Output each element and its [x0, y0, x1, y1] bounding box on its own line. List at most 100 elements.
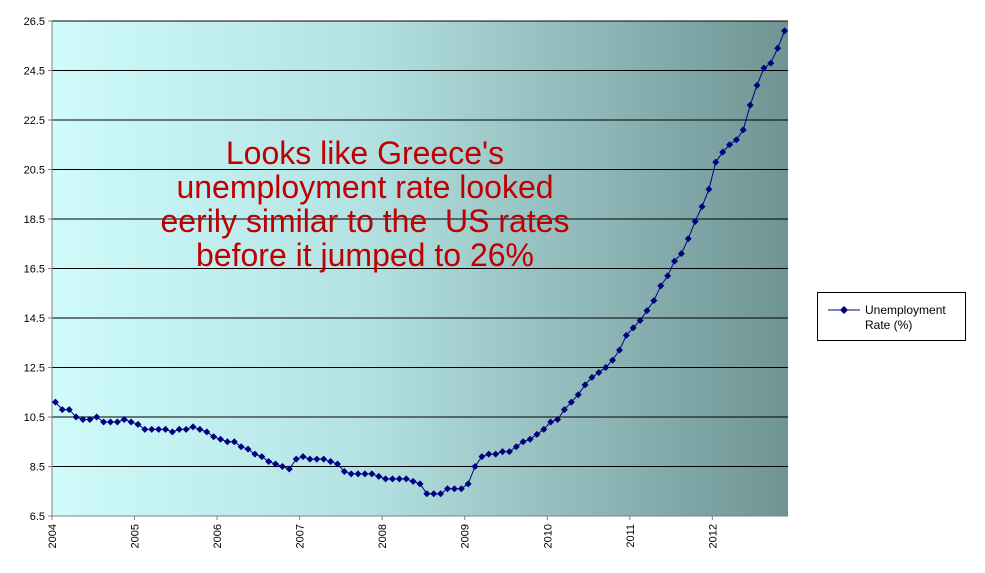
data-point: [395, 475, 403, 483]
annotation-line-1: Looks like Greece's: [225, 135, 505, 171]
data-point: [526, 435, 534, 443]
data-point: [161, 425, 169, 433]
data-point: [65, 406, 73, 414]
y-tick-label: 6.5: [30, 511, 45, 523]
data-point: [217, 435, 225, 443]
data-point: [574, 391, 582, 399]
y-tick-label: 14.5: [24, 313, 45, 325]
data-point: [51, 398, 59, 406]
data-point: [712, 158, 720, 166]
data-point: [581, 381, 589, 389]
data-point: [698, 203, 706, 211]
data-point: [774, 44, 782, 52]
data-point: [237, 443, 245, 451]
data-point: [189, 423, 197, 431]
data-point: [622, 331, 630, 339]
data-point: [767, 59, 775, 67]
data-point: [223, 438, 231, 446]
data-point: [540, 425, 548, 433]
data-point: [602, 364, 610, 371]
data-point: [430, 490, 438, 498]
y-tick-label: 26.5: [24, 16, 45, 28]
x-tick-label: 2006: [212, 524, 224, 548]
data-point: [313, 455, 321, 463]
data-point: [278, 463, 286, 470]
data-point: [93, 413, 101, 421]
y-tick-label: 18.5: [24, 214, 45, 226]
data-point: [753, 81, 761, 89]
y-tick-label: 22.5: [24, 115, 45, 127]
data-point: [588, 373, 596, 381]
data-point: [320, 455, 328, 463]
data-point: [471, 463, 479, 470]
data-point: [251, 450, 259, 458]
data-point: [409, 477, 417, 485]
x-tick-label: 2004: [47, 524, 59, 548]
data-point: [519, 438, 527, 446]
data-point: [106, 418, 114, 426]
data-point: [533, 430, 541, 438]
data-point: [560, 406, 568, 414]
x-tick-labels: 2004 2005 2006 2007 2008 2009 2010 2011 2012: [47, 516, 719, 548]
data-point: [72, 413, 80, 421]
x-tick-label: 2005: [130, 524, 142, 548]
x-tick-label: 2007: [295, 524, 307, 548]
y-tick-label: 8.5: [30, 462, 45, 474]
data-point: [505, 448, 513, 456]
data-point: [671, 257, 679, 265]
data-point: [664, 272, 672, 280]
y-tick-label: 16.5: [24, 264, 45, 276]
data-point: [760, 64, 768, 72]
data-point: [781, 27, 789, 35]
data-point: [196, 425, 204, 433]
data-point: [485, 450, 493, 458]
data-point: [306, 455, 314, 463]
data-point: [457, 485, 465, 493]
data-point: [444, 485, 452, 493]
data-point: [492, 450, 500, 458]
data-point: [684, 235, 692, 243]
data-point: [327, 458, 335, 466]
data-point: [86, 415, 94, 423]
data-point: [127, 418, 135, 426]
annotation-line-3: eerily similar to the US rates: [160, 203, 570, 239]
x-tick-label: 2010: [542, 524, 554, 548]
data-point: [499, 448, 507, 456]
legend: Unemployment Rate (%): [817, 292, 966, 341]
data-point: [643, 307, 651, 315]
data-point: [746, 101, 754, 109]
data-point: [113, 418, 121, 426]
data-point: [382, 475, 390, 483]
data-point: [368, 470, 376, 478]
data-point: [629, 324, 637, 332]
data-point: [120, 415, 128, 423]
data-point: [657, 282, 665, 290]
data-point: [726, 141, 734, 149]
data-point: [354, 470, 362, 478]
data-point: [402, 475, 410, 483]
data-point: [134, 420, 142, 428]
y-tick-labels: 6.5 8.5 10.5 12.5 14.5 16.5 18.5 20.5 22.5 24.5 26…: [24, 16, 52, 523]
data-point: [333, 460, 341, 468]
data-point: [450, 485, 458, 493]
data-point: [265, 458, 273, 466]
data-point: [203, 428, 211, 436]
data-point: [340, 467, 348, 475]
data-point: [182, 425, 190, 433]
data-point: [375, 472, 383, 480]
y-tick-label: 12.5: [24, 363, 45, 375]
y-tick-label: 20.5: [24, 165, 45, 177]
data-point: [155, 425, 163, 433]
data-point: [464, 480, 472, 488]
data-point: [547, 418, 555, 426]
data-point: [739, 126, 747, 134]
data-point: [615, 346, 623, 354]
annotation-line-2: unemployment rate looked: [176, 169, 554, 205]
data-point: [347, 470, 355, 478]
y-tick-label: 24.5: [24, 66, 45, 78]
data-point: [567, 398, 575, 406]
y-tick-label: 10.5: [24, 412, 45, 424]
data-point: [168, 428, 176, 436]
data-point: [732, 136, 740, 144]
